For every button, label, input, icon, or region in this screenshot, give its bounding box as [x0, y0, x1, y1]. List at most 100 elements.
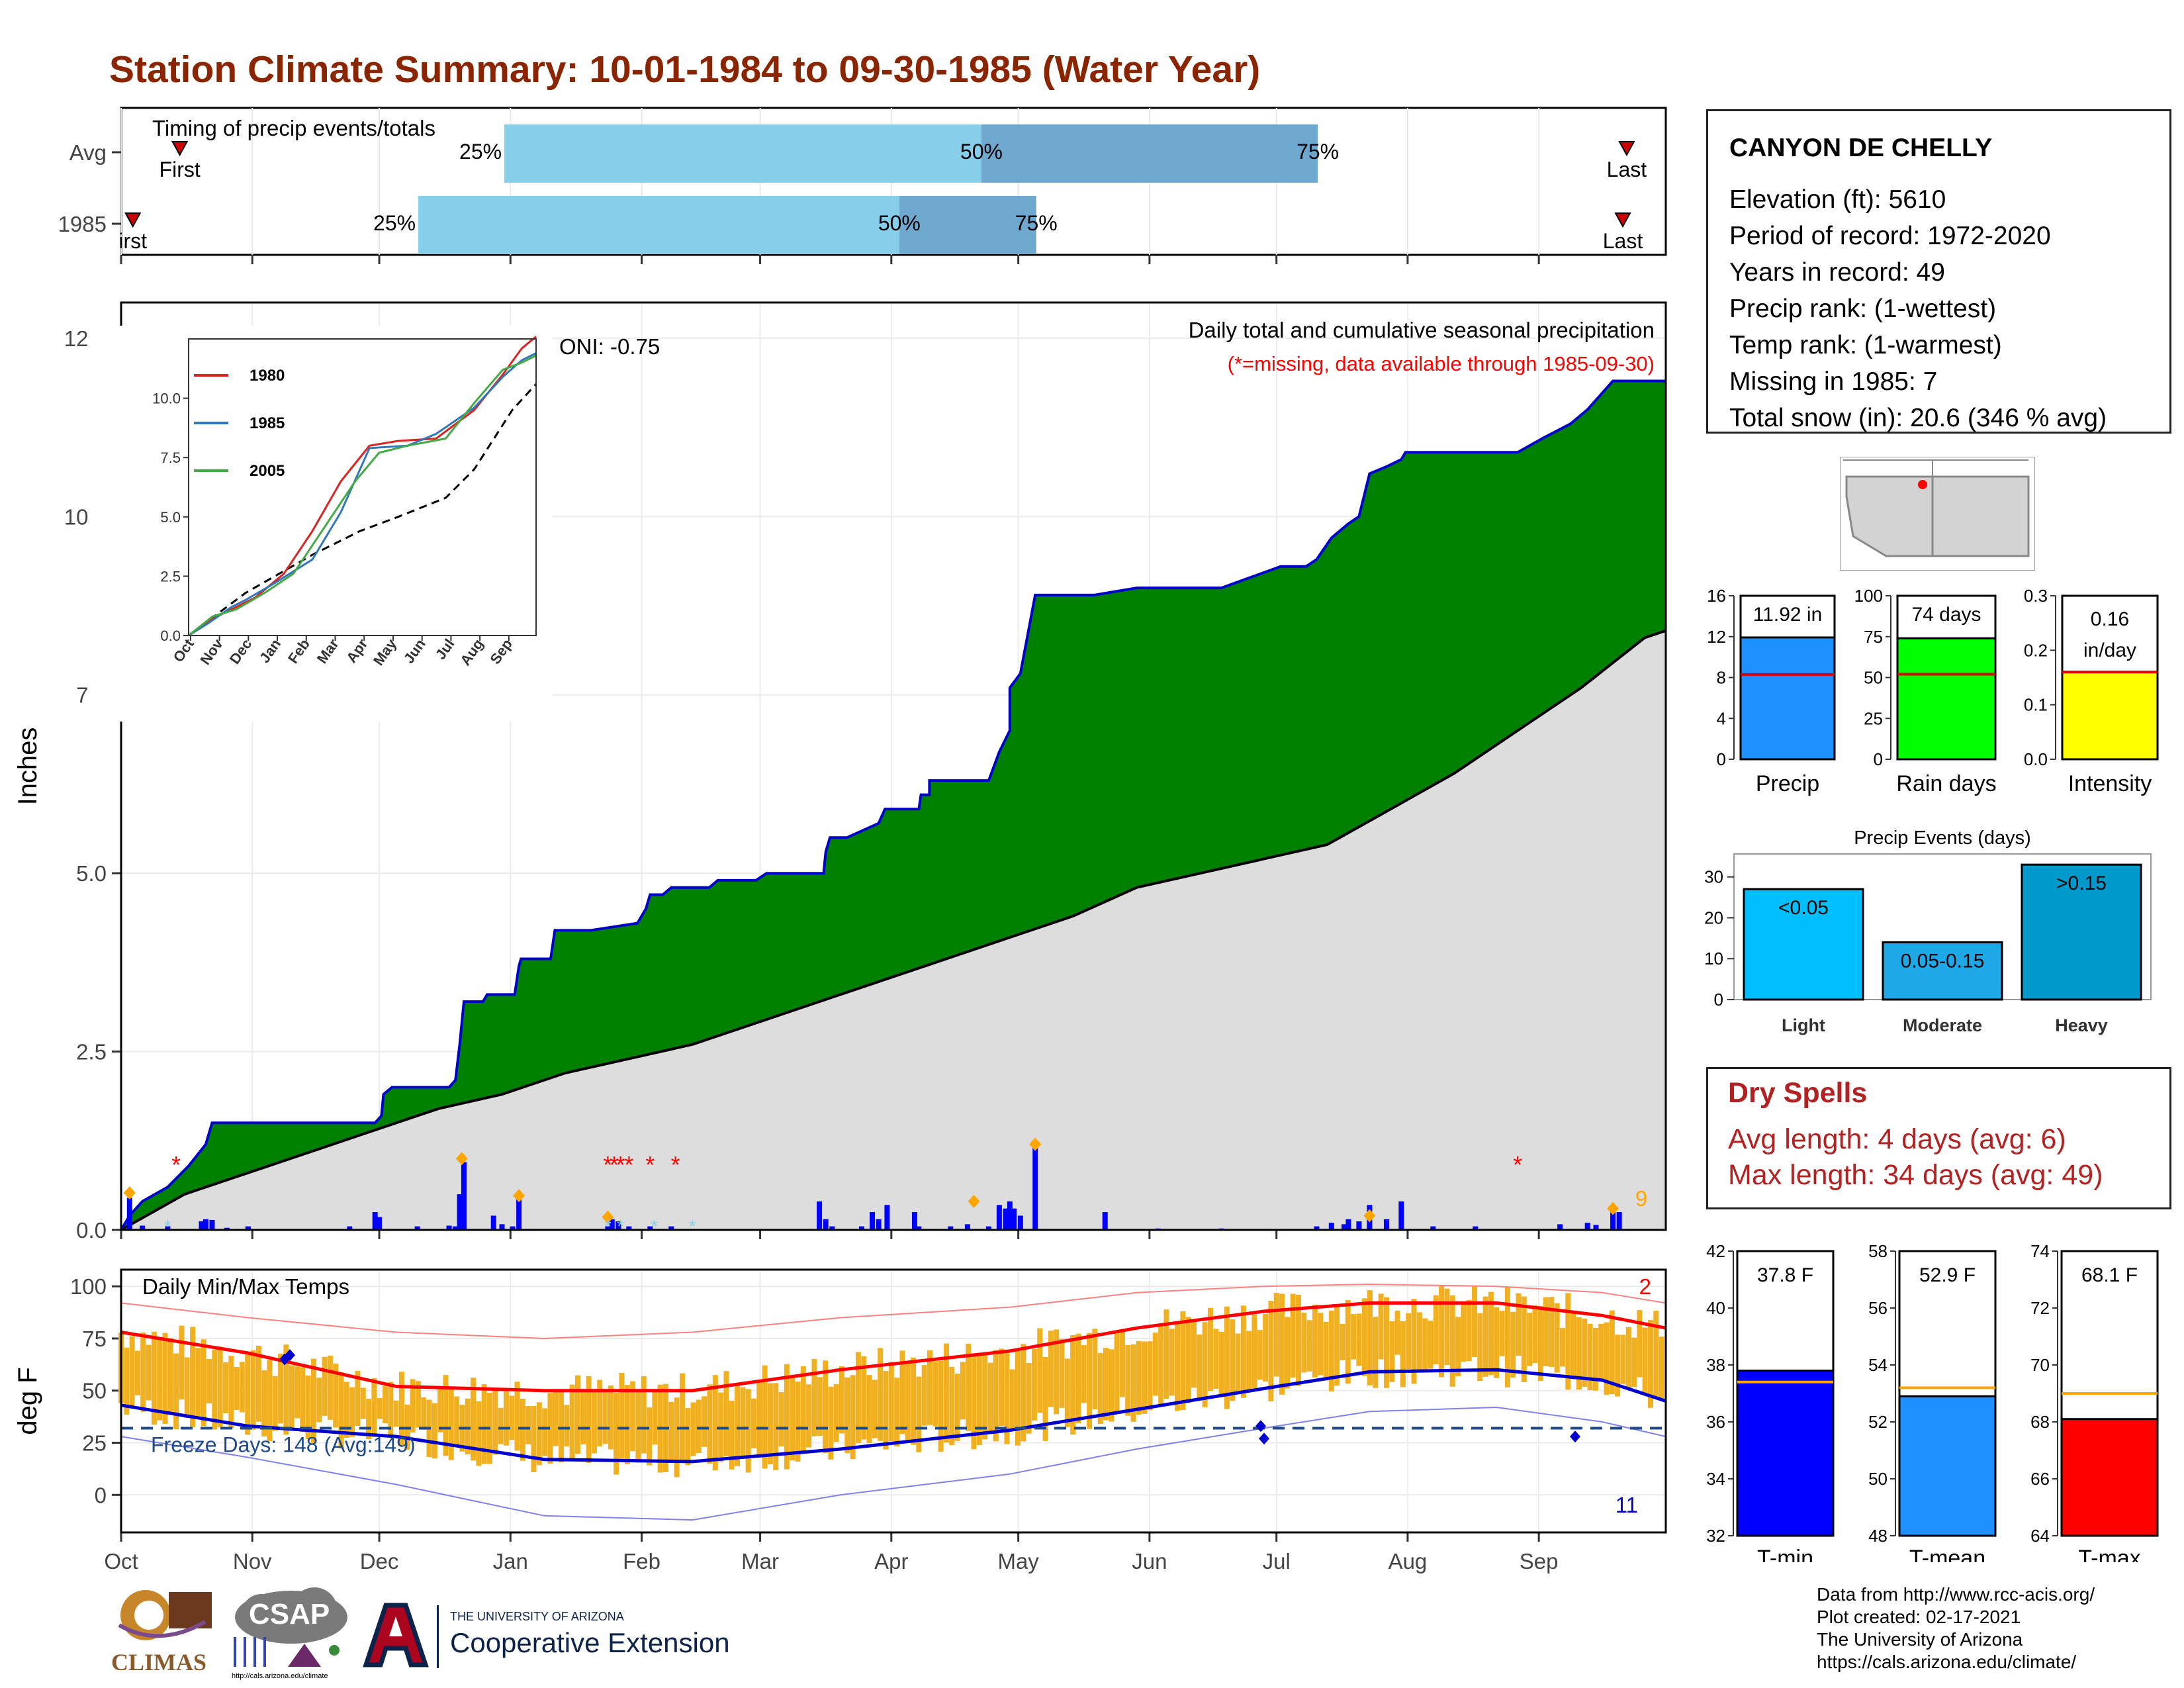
daily-precip-bar	[203, 1219, 208, 1230]
daily-temp-range-bar	[245, 1354, 251, 1435]
month-label: Jul	[1263, 1549, 1291, 1573]
daily-temp-range-bar	[1257, 1330, 1263, 1380]
daily-temp-range-bar	[1565, 1293, 1571, 1390]
daily-temp-range-bar	[674, 1397, 680, 1477]
daily-temp-range-bar	[976, 1356, 982, 1446]
month-label: Feb	[623, 1549, 660, 1573]
tbar-y-tick-label: 56	[1868, 1298, 1888, 1318]
tbar-value-bar	[1898, 1395, 1997, 1537]
daily-temp-range-bar	[1197, 1335, 1203, 1399]
daily-temp-range-bar	[1549, 1297, 1555, 1367]
daily-temp-range-bar	[1582, 1319, 1588, 1387]
daily-temp-range-bar	[157, 1338, 163, 1421]
daily-precip-bar	[1398, 1201, 1404, 1230]
snow-day-marker: *	[617, 1216, 624, 1237]
daily-precip-bar	[985, 1226, 991, 1230]
mini-value-bar	[2061, 671, 2159, 761]
inset-background	[89, 326, 553, 722]
missing-day-marker: *	[645, 1151, 655, 1178]
daily-temp-range-bar	[1081, 1345, 1087, 1403]
mini-value-bar	[1739, 636, 1836, 761]
tbar-y-tick-label: 32	[1706, 1526, 1725, 1546]
mini-y-tick-label: 0.3	[2024, 586, 2048, 606]
mini-value-bar	[1896, 637, 1997, 761]
daily-precip-bar	[668, 1226, 674, 1230]
daily-temp-range-bar	[371, 1378, 377, 1437]
daily-temp-range-bar	[712, 1375, 718, 1471]
y-tick-label: 5.0	[76, 861, 107, 886]
daily-temp-range-bar	[911, 1357, 917, 1445]
daily-precip-bar	[1557, 1224, 1563, 1230]
daily-temp-range-bar	[1021, 1344, 1026, 1442]
tbar-value-label: 52.9 F	[1919, 1264, 1976, 1286]
timing-last-marker	[1618, 141, 1635, 157]
daily-temp-range-bar	[690, 1402, 696, 1456]
record-low-marker	[1570, 1430, 1580, 1443]
daily-temp-range-bar	[641, 1376, 647, 1454]
daily-temp-range-bar	[773, 1383, 779, 1470]
tbar-y-tick-label: 68	[2030, 1412, 2050, 1432]
timing-p75-label: 75%	[1297, 140, 1339, 164]
daily-temp-range-bar	[398, 1372, 404, 1446]
daily-temp-range-bar	[569, 1384, 575, 1460]
precip-event-category: Moderate	[1903, 1015, 1982, 1035]
daily-temp-range-bar	[1092, 1329, 1098, 1410]
daily-temp-range-bar	[580, 1392, 586, 1445]
daily-temp-range-bar	[1334, 1305, 1340, 1386]
daily-temp-range-bar	[278, 1353, 284, 1424]
inset-y-tick-label: 7.5	[160, 449, 181, 466]
month-label: Apr	[874, 1549, 908, 1573]
mini-y-tick-label: 25	[1864, 708, 1883, 728]
daily-temp-range-bar	[239, 1362, 245, 1413]
daily-temp-range-bar	[861, 1356, 867, 1440]
daily-temp-range-bar	[1147, 1341, 1153, 1411]
month-label: May	[997, 1549, 1039, 1573]
daily-temp-range-bar	[723, 1371, 729, 1457]
tbar-y-tick-label: 70	[2030, 1355, 2050, 1375]
daily-precip-bar	[1032, 1148, 1038, 1230]
daily-temp-range-bar	[1559, 1328, 1565, 1367]
daily-temp-range-bar	[1015, 1351, 1021, 1446]
daily-temp-range-bar	[1136, 1340, 1142, 1415]
tbar-label: T-mean	[1909, 1546, 1985, 1562]
max-precip-marker	[1029, 1137, 1042, 1151]
credit-line: Plot created: 02-17-2021	[1817, 1607, 2021, 1627]
month-label: Oct	[104, 1549, 138, 1573]
daily-temp-range-bar	[1449, 1295, 1455, 1387]
daily-temp-range-bar	[1510, 1311, 1516, 1378]
daily-temp-range-bar	[366, 1399, 372, 1440]
daily-temp-range-bar	[310, 1358, 316, 1443]
daily-temp-range-bar	[1328, 1310, 1334, 1392]
daily-precip-bar	[209, 1219, 215, 1230]
daily-temp-range-bar	[800, 1366, 806, 1453]
daily-temp-range-bar	[1301, 1312, 1307, 1373]
mini-value-label: 74 days	[1911, 604, 1981, 626]
daily-temp-range-bar	[333, 1363, 339, 1428]
daily-precip-bar	[377, 1217, 383, 1230]
daily-temp-range-bar	[1543, 1297, 1549, 1366]
precip-event-bar	[2021, 863, 2142, 1001]
timing-first-marker	[171, 141, 189, 157]
daily-precip-bar	[876, 1219, 882, 1230]
month-label: Aug	[1388, 1549, 1428, 1573]
tbar-label: T-min	[1757, 1546, 1813, 1562]
mini-y-tick-label: 12	[1707, 627, 1726, 647]
daily-temp-range-bar	[228, 1356, 234, 1429]
daily-temp-range-bar	[1411, 1299, 1417, 1384]
daily-precip-bar	[1345, 1219, 1351, 1230]
y-tick-label: 100	[70, 1274, 107, 1299]
daily-precip-bar	[870, 1212, 876, 1230]
daily-precip-bar	[499, 1224, 505, 1230]
y-tick-label: 2.5	[76, 1040, 107, 1064]
daily-temp-range-bar	[1119, 1329, 1125, 1397]
inset-y-tick-label: 0.0	[160, 628, 181, 644]
daily-temp-range-bar	[1075, 1333, 1081, 1424]
cumulative-precip-line	[120, 379, 1666, 1231]
tbar-y-tick-label: 66	[2030, 1469, 2050, 1489]
daily-temp-range-bar	[415, 1381, 421, 1428]
daily-temp-range-bar	[1488, 1291, 1494, 1376]
daily-temp-range-bar	[212, 1349, 218, 1430]
daily-temp-range-bar	[1268, 1301, 1274, 1401]
missing-day-marker: *	[171, 1151, 181, 1178]
logo-divider	[437, 1605, 439, 1668]
